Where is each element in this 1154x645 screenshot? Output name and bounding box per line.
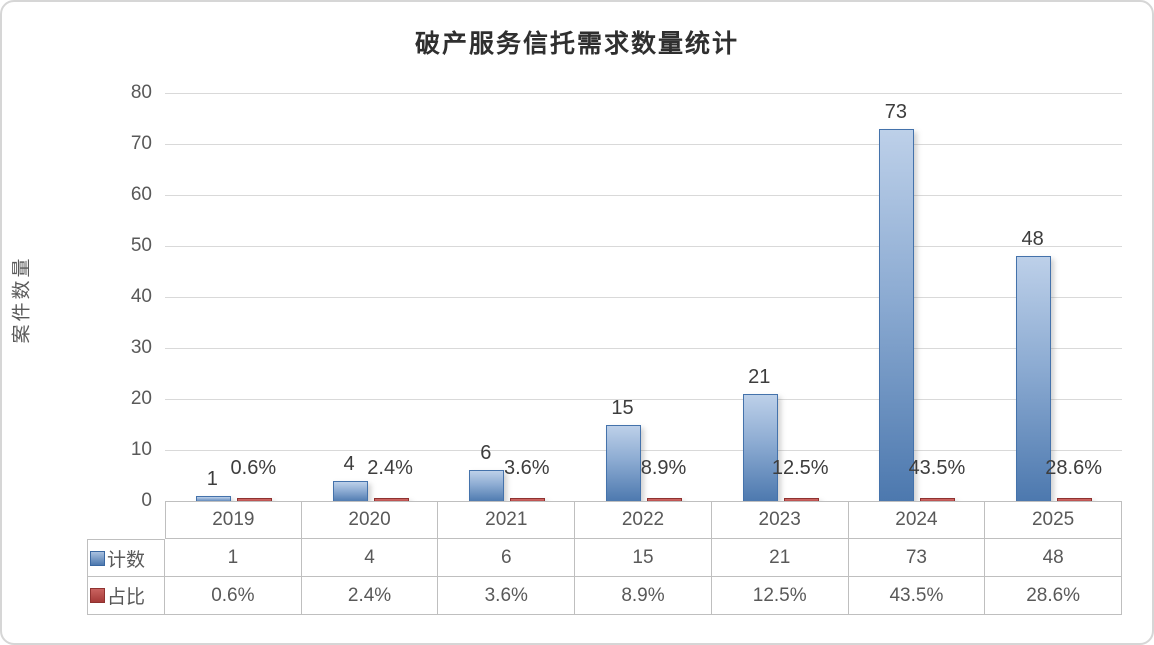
gridline <box>165 93 1122 94</box>
table-value-cell: 15 <box>575 539 712 577</box>
table-value-cell: 6 <box>438 539 576 577</box>
y-tick-label: 40 <box>130 286 152 307</box>
percent-data-label: 8.9% <box>640 457 687 479</box>
table-legend-cell: 占比 <box>87 577 165 615</box>
percent-data-label: 43.5% <box>908 457 966 479</box>
percent-data-label: 3.6% <box>503 457 550 479</box>
gridline <box>165 399 1122 400</box>
table-value-cell: 43.5% <box>848 577 986 615</box>
count-bar <box>879 128 915 502</box>
table-value-cell: 48 <box>985 539 1122 577</box>
y-tick-label: 80 <box>130 82 152 103</box>
y-tick-label: 10 <box>130 439 152 460</box>
count-bar <box>195 495 231 502</box>
table-value-cell: 1 <box>165 539 302 577</box>
gridline <box>165 297 1122 298</box>
table-category-cell: 2024 <box>848 501 986 539</box>
table-value-cell: 4 <box>301 539 439 577</box>
percent-bar <box>236 498 272 502</box>
chart-title: 破产服务信托需求数量统计 <box>414 29 739 58</box>
percent-bar <box>1057 498 1093 502</box>
gridline <box>165 348 1122 349</box>
table-value-cell: 73 <box>848 539 986 577</box>
table-value-cell: 12.5% <box>711 577 849 615</box>
gridline <box>165 246 1122 247</box>
count-bar <box>1016 256 1052 502</box>
count-data-label: 6 <box>480 442 492 465</box>
table-category-cell: 2019 <box>165 501 302 539</box>
legend-key-count-icon <box>90 550 105 566</box>
percent-data-label: 0.6% <box>230 457 277 479</box>
count-data-label: 4 <box>343 452 355 475</box>
table-category-cell: 2022 <box>575 501 712 539</box>
count-bar <box>742 393 778 502</box>
count-bar <box>469 470 505 502</box>
table-category-cell: 2023 <box>711 501 849 539</box>
table-category-cell: 2021 <box>438 501 576 539</box>
legend-label: 占比 <box>107 587 146 608</box>
table-value-cell: 8.9% <box>575 577 712 615</box>
count-data-label: 15 <box>611 396 634 419</box>
percent-bar <box>920 498 956 502</box>
count-bar <box>606 424 641 502</box>
percent-bar <box>510 498 546 502</box>
gridline <box>165 450 1122 451</box>
table-value-cell: 3.6% <box>438 577 576 615</box>
table-legend-cell: 计数 <box>87 539 165 577</box>
legend-key-percent-icon <box>90 588 105 603</box>
y-tick-label: 50 <box>130 235 152 256</box>
percent-data-label: 28.6% <box>1045 457 1102 479</box>
y-axis-title: 案件数量 <box>11 255 33 344</box>
y-tick-label: 60 <box>130 184 152 205</box>
y-tick-label: 30 <box>130 337 152 358</box>
count-bar <box>332 480 368 502</box>
table-value-cell: 0.6% <box>165 577 302 615</box>
percent-bar <box>373 498 409 502</box>
count-data-label: 21 <box>748 365 771 388</box>
table-value-cell: 2.4% <box>301 577 439 615</box>
percent-bar <box>783 498 819 502</box>
table-category-cell: 2020 <box>301 501 439 539</box>
gridline <box>165 144 1122 145</box>
count-data-label: 48 <box>1021 228 1044 251</box>
legend-label: 计数 <box>107 549 146 571</box>
y-tick-label: 0 <box>141 490 152 511</box>
y-tick-label: 20 <box>130 388 152 409</box>
table-value-cell: 21 <box>711 539 849 577</box>
y-tick-label: 70 <box>130 133 152 154</box>
table-value-cell: 28.6% <box>985 577 1122 615</box>
count-data-label: 73 <box>884 100 908 123</box>
table-category-cell: 2025 <box>985 501 1122 539</box>
gridline <box>165 195 1122 196</box>
percent-data-label: 2.4% <box>367 457 413 479</box>
percent-bar <box>647 498 682 502</box>
percent-data-label: 12.5% <box>771 457 829 479</box>
count-data-label: 1 <box>206 467 218 490</box>
